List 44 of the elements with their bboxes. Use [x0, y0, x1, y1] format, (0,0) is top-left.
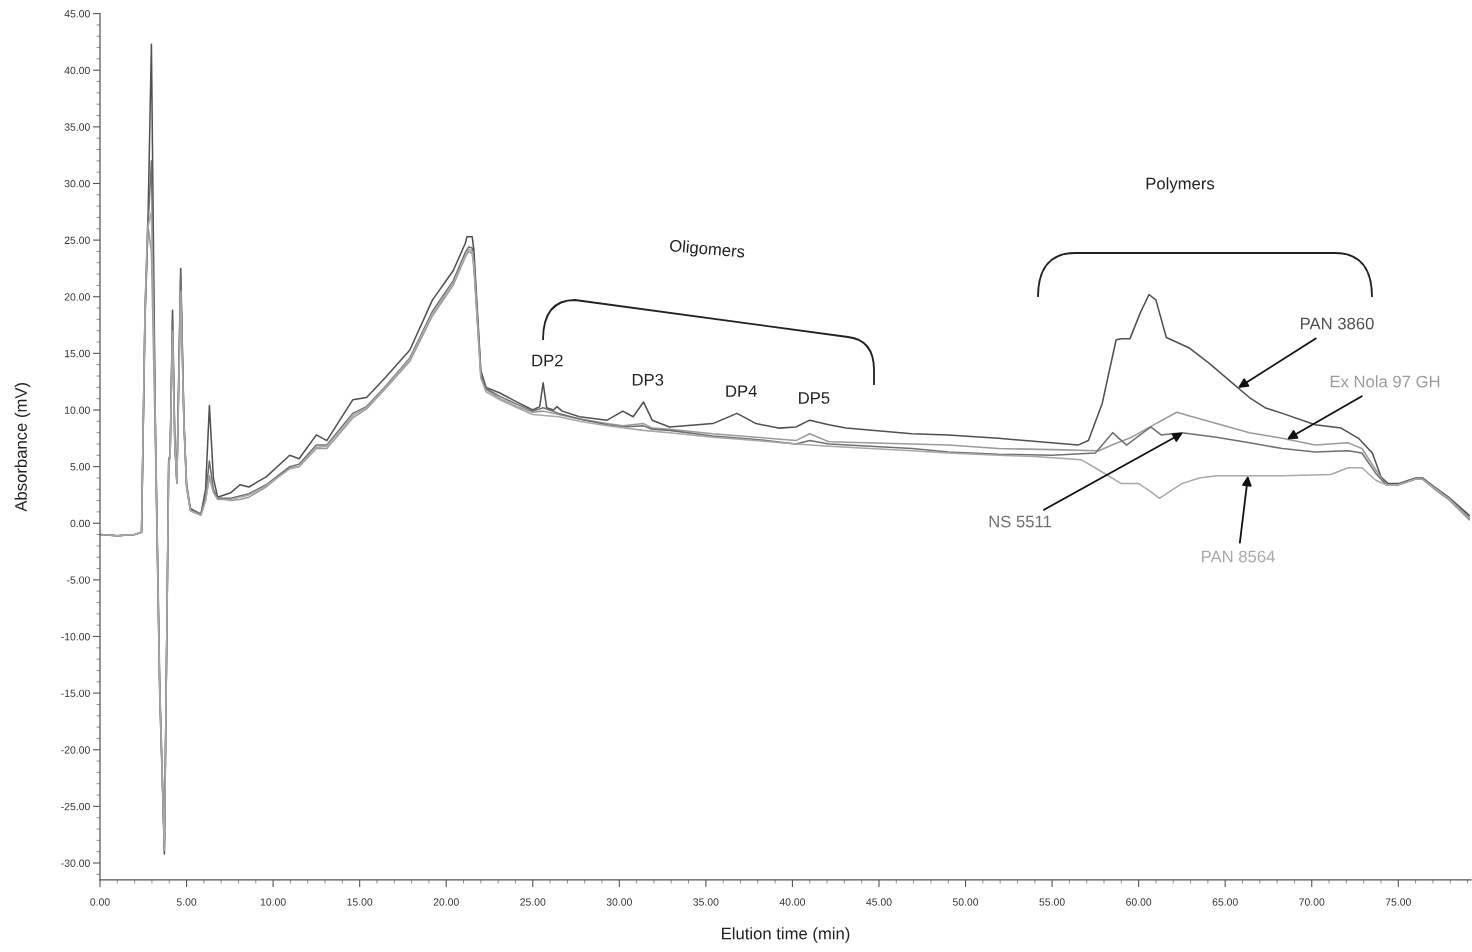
y-tick-label: 15.00 — [65, 349, 90, 358]
x-tick-label: 45.00 — [866, 898, 892, 906]
y-tick-label: 20.00 — [64, 293, 90, 301]
y-tick-label: 45.00 — [64, 10, 90, 18]
y-tick-label: -15.00 — [61, 689, 90, 698]
x-tick-label: 30.00 — [606, 898, 632, 906]
y-tick-label: 30.00 — [64, 179, 90, 188]
y-tick-label: -10.00 — [61, 633, 90, 641]
y-tick-label: 5.00 — [70, 463, 90, 471]
y-tick-label: -25.00 — [61, 802, 90, 811]
x-tick-label: 75.00 — [1385, 898, 1411, 906]
annotation: Polymers — [1146, 177, 1215, 193]
y-tick-label: -30.00 — [61, 859, 90, 867]
x-tick-label: 65.00 — [1212, 898, 1238, 906]
annotation: Oligomers — [669, 239, 745, 261]
text: NS 5511 — [989, 515, 1051, 528]
y-tick-label: 40.00 — [64, 66, 90, 75]
y-tick-label: -5.00 — [67, 576, 90, 584]
annotation: DP3 — [632, 373, 664, 386]
x-tick-label: 10.00 — [260, 898, 286, 906]
x-tick-label: 50.00 — [952, 898, 979, 906]
y-tick-label: 35.00 — [64, 123, 90, 131]
y-tick-label: -20.00 — [61, 746, 90, 754]
x-tick-label: 15.00 — [347, 898, 373, 906]
annotation: DP2 — [532, 354, 563, 367]
x-tick-label: 5.00 — [176, 898, 197, 906]
y-tick-label: 10.00 — [65, 406, 90, 414]
x-tick-label: 35.00 — [693, 898, 719, 906]
annotation: DP4 — [726, 385, 757, 397]
x-axis-title: Elution time (min) — [722, 927, 850, 943]
x-tick-label: 60.00 — [1126, 898, 1152, 906]
y-tick-label: 25.00 — [64, 236, 90, 244]
y-axis-title: Absorbance (mV) — [14, 382, 31, 512]
x-tick-label: 25.00 — [520, 898, 546, 906]
x-tick-label: 40.00 — [779, 898, 806, 906]
text: PAN 3860 — [1300, 317, 1374, 330]
x-tick-label: 0.00 — [90, 898, 110, 906]
x-tick-label: 70.00 — [1299, 898, 1325, 906]
text: PAN 8564 — [1201, 550, 1275, 563]
x-tick-label: 20.00 — [433, 898, 459, 906]
y-tick-label: 0.00 — [70, 519, 90, 528]
x-tick-label: 55.00 — [1039, 898, 1065, 906]
text: Ex Nola 97 GH — [1330, 375, 1440, 388]
annotation: DP5 — [799, 392, 830, 404]
